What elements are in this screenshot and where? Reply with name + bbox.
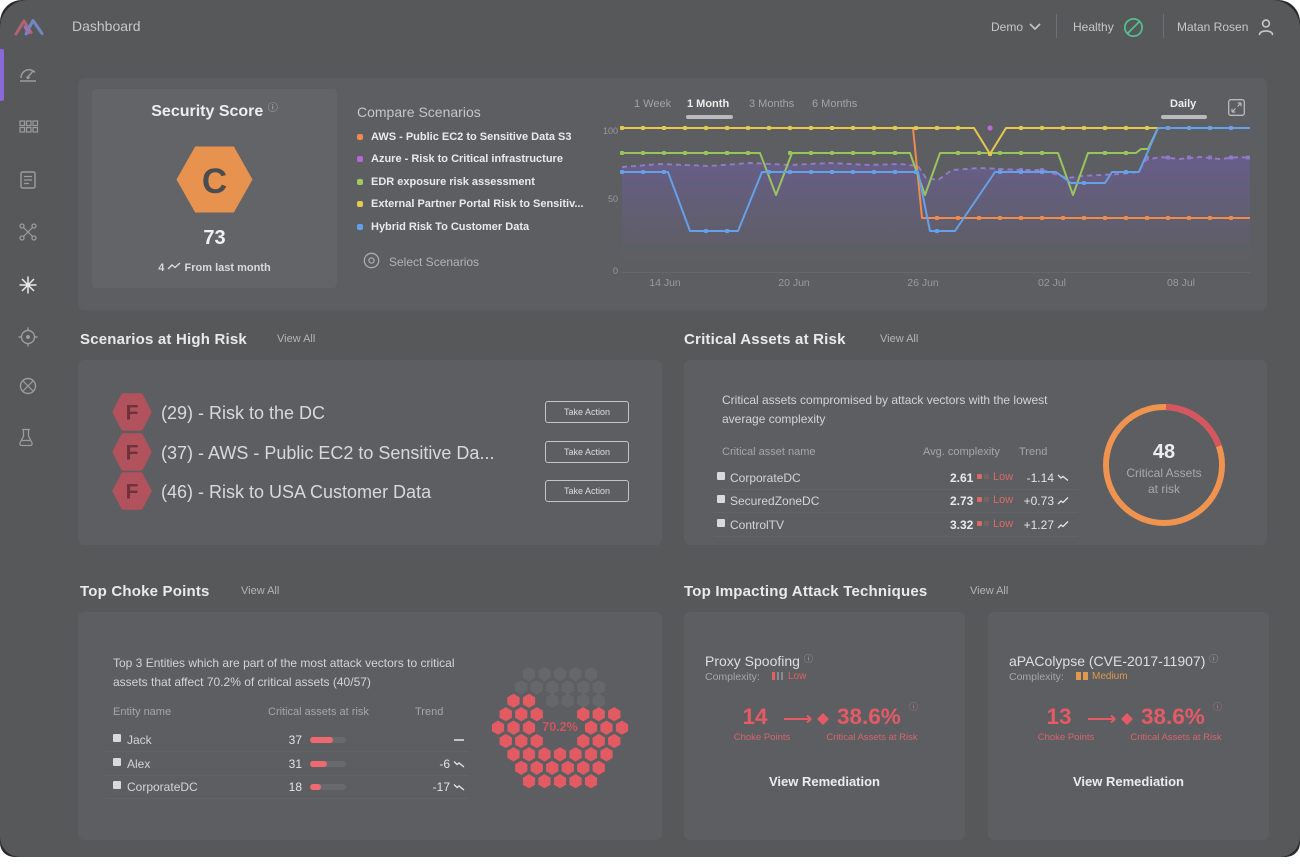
svg-text:Critical Assets: Critical Assets [1126, 466, 1201, 480]
svg-text:70.2%: 70.2% [542, 720, 577, 734]
svg-text:F: F [126, 481, 139, 504]
svg-text:F: F [126, 441, 139, 464]
svg-text:48: 48 [1153, 441, 1175, 463]
svg-text:C: C [202, 162, 227, 201]
svg-text:F: F [126, 402, 139, 425]
svg-text:at risk: at risk [1148, 482, 1181, 496]
